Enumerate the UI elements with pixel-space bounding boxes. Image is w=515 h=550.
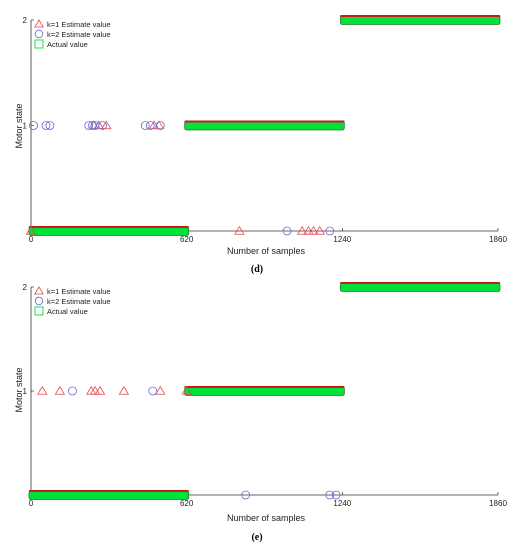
k1-estimate-point: [314, 225, 325, 235]
actual-value-bar-edge: [340, 282, 500, 284]
k1-estimate-point: [101, 120, 112, 130]
legend-entry-label: k=2 Estimate value: [47, 30, 111, 39]
actual-value-bar-edge: [184, 120, 345, 123]
y-tick-label: 2: [23, 16, 28, 25]
actual-value-bar-edge: [340, 15, 500, 17]
k2-estimate-point: [282, 226, 292, 236]
x-tick-label: 620: [180, 235, 194, 244]
legend-entry-label: Actual value: [47, 307, 88, 316]
y-axis-label: Motor state: [14, 367, 24, 412]
legend-square-icon: [34, 39, 44, 49]
k1-estimate-point: [303, 225, 314, 235]
y-tick-label: 1: [23, 387, 28, 396]
panel-d: Motor state Number of samples (d) 0 620 12…: [14, 15, 507, 275]
legend-entry-label: k=1 Estimate value: [47, 287, 111, 296]
k2-estimate-point: [241, 490, 251, 500]
k1-estimate-point: [308, 225, 319, 235]
k2-estimate-point: [145, 121, 155, 130]
legend-circle-icon: [34, 296, 44, 306]
panel-caption: (d): [251, 264, 263, 275]
k1-estimate-point: [181, 385, 192, 395]
actual-value-bar-edge: [184, 386, 345, 388]
k1-estimate-point: [94, 385, 106, 395]
k1-estimate-point: [54, 385, 66, 395]
legend-triangle-icon: [34, 286, 44, 295]
x-tick-label: 1860: [489, 499, 507, 508]
panel-e: Motor state Number of samples (e) 0 620 12…: [14, 282, 507, 543]
x-tick-label: 0: [29, 499, 34, 508]
k1-estimate-point: [25, 225, 37, 235]
k2-estimate-point: [148, 386, 158, 396]
x-axis-label: Number of samples: [227, 246, 306, 256]
k1-estimate-point: [88, 120, 99, 130]
k1-estimate-point: [89, 385, 101, 395]
k2-estimate-point: [155, 121, 165, 130]
k2-estimate-point: [325, 490, 335, 500]
legend-entry-label: Actual value: [47, 40, 88, 49]
legend-entry-label: k=1 Estimate value: [47, 20, 111, 29]
x-tick-label: 1240: [333, 235, 351, 244]
legend-entry-label: k=2 Estimate value: [47, 297, 111, 306]
legend-square-icon: [34, 306, 44, 316]
k1-estimate-point: [118, 385, 130, 395]
k1-estimate-point: [153, 120, 165, 130]
legend-circle-icon: [34, 29, 44, 39]
y-tick-label: 2: [23, 283, 28, 292]
k2-estimate-point: [41, 121, 51, 130]
k2-estimate-point: [325, 226, 335, 236]
x-tick-label: 0: [29, 235, 34, 244]
legend-triangle-icon: [34, 19, 44, 28]
k1-estimate-point: [234, 225, 245, 235]
y-tick-label: 1: [23, 122, 28, 131]
x-tick-label: 1860: [489, 235, 507, 244]
k2-estimate-point: [68, 386, 77, 396]
y-axis-label: Motor state: [14, 103, 24, 148]
actual-value-bar-edge: [29, 226, 189, 228]
k2-estimate-point: [331, 490, 341, 500]
k2-estimate-point: [29, 121, 38, 130]
k1-estimate-point: [296, 225, 308, 235]
actual-value-bar-edge: [29, 490, 189, 492]
x-tick-label: 1240: [333, 499, 351, 508]
k2-estimate-point: [45, 121, 55, 130]
x-tick-label: 620: [180, 499, 194, 508]
k2-estimate-point: [98, 121, 107, 130]
k2-estimate-point: [140, 121, 150, 130]
k2-estimate-point: [84, 121, 94, 130]
k1-estimate-point: [155, 385, 166, 395]
k2-estimate-point: [90, 121, 100, 130]
panel-caption: (e): [251, 532, 262, 543]
k1-estimate-point: [37, 385, 48, 395]
k2-estimate-point: [88, 121, 97, 130]
x-axis-label: Number of samples: [227, 513, 306, 523]
